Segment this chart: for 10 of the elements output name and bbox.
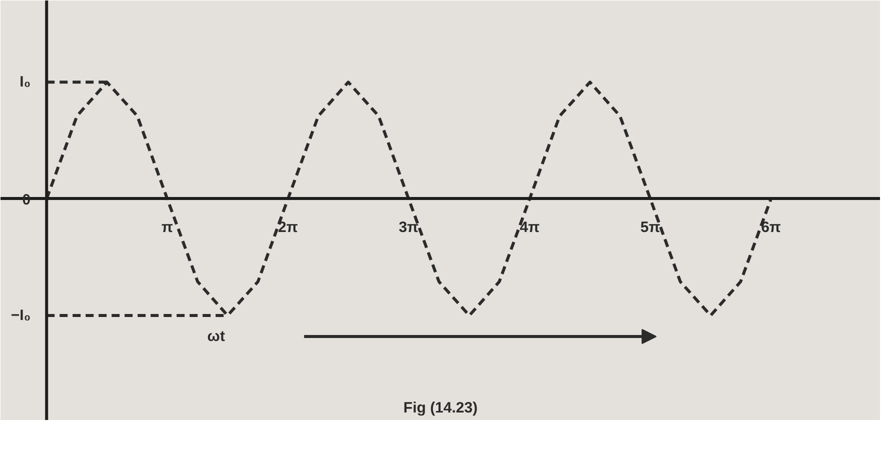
x-tick-label: 5π bbox=[640, 218, 661, 236]
x-tick-label: 4π bbox=[520, 218, 540, 236]
text: ωt bbox=[207, 328, 225, 345]
annotation: I₀ bbox=[20, 74, 31, 91]
x-tick-label: 2π bbox=[278, 218, 298, 236]
text: Fig (14.23) bbox=[403, 400, 478, 416]
x-tick-label: 6π bbox=[761, 218, 782, 236]
annotation: −I₀ bbox=[10, 307, 31, 324]
x-tick-label: π bbox=[162, 218, 174, 236]
x-tick-label: 3π bbox=[398, 218, 420, 236]
